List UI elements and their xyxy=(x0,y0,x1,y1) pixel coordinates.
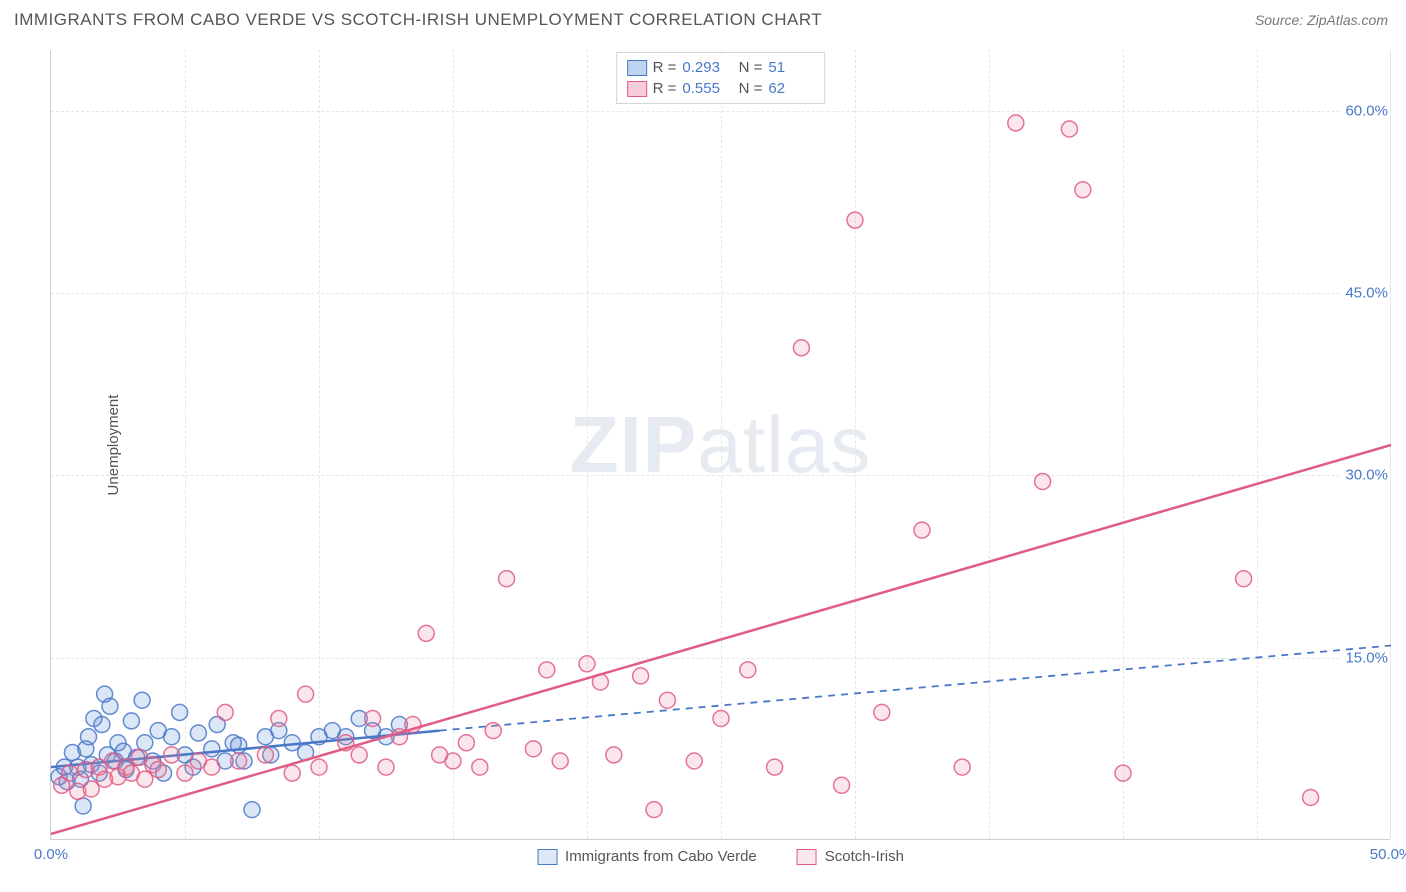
n-value: 51 xyxy=(768,59,814,76)
data-point xyxy=(834,777,850,793)
data-point xyxy=(633,668,649,684)
data-point xyxy=(231,753,247,769)
n-value: 62 xyxy=(768,80,814,97)
r-value: 0.293 xyxy=(682,59,728,76)
legend-swatch xyxy=(627,81,647,97)
data-point xyxy=(217,704,233,720)
chart-title: IMMIGRANTS FROM CABO VERDE VS SCOTCH-IRI… xyxy=(14,10,822,30)
x-tick-label: 0.0% xyxy=(34,846,68,863)
data-point xyxy=(847,212,863,228)
data-point xyxy=(1303,789,1319,805)
data-point xyxy=(1075,182,1091,198)
data-point xyxy=(150,762,166,778)
data-point xyxy=(499,571,515,587)
data-point xyxy=(659,692,675,708)
data-point xyxy=(134,692,150,708)
data-point xyxy=(646,802,662,818)
data-point xyxy=(1008,115,1024,131)
data-point xyxy=(552,753,568,769)
data-point xyxy=(271,710,287,726)
data-point xyxy=(740,662,756,678)
data-point xyxy=(1236,571,1252,587)
data-point xyxy=(62,765,78,781)
data-point xyxy=(1035,473,1051,489)
legend-swatch xyxy=(537,849,557,865)
data-point xyxy=(177,765,193,781)
correlation-legend: R = 0.293 N = 51R = 0.555 N = 62 xyxy=(616,52,826,104)
data-point xyxy=(525,741,541,757)
data-point xyxy=(94,717,110,733)
trend-line xyxy=(51,445,1391,834)
data-point xyxy=(102,698,118,714)
data-point xyxy=(83,781,99,797)
data-point xyxy=(445,753,461,769)
data-point xyxy=(75,798,91,814)
data-point xyxy=(204,759,220,775)
data-point xyxy=(767,759,783,775)
data-point xyxy=(311,759,327,775)
data-point xyxy=(472,759,488,775)
data-point xyxy=(204,741,220,757)
n-label: N = xyxy=(734,59,762,76)
data-point xyxy=(164,729,180,745)
data-point xyxy=(257,747,273,763)
data-point xyxy=(164,747,180,763)
data-point xyxy=(1061,121,1077,137)
r-label: R = xyxy=(653,80,677,97)
data-point xyxy=(418,625,434,641)
n-label: N = xyxy=(734,80,762,97)
series-name: Immigrants from Cabo Verde xyxy=(565,848,757,865)
r-value: 0.555 xyxy=(682,80,728,97)
data-point xyxy=(137,771,153,787)
series-legend-item: Immigrants from Cabo Verde xyxy=(537,848,757,865)
data-point xyxy=(914,522,930,538)
data-point xyxy=(123,713,139,729)
scatter-plot xyxy=(51,50,1390,839)
series-name: Scotch-Irish xyxy=(825,848,904,865)
data-point xyxy=(244,802,260,818)
series-legend: Immigrants from Cabo Verde Scotch-Irish xyxy=(537,848,904,865)
legend-row: R = 0.293 N = 51 xyxy=(627,57,815,78)
legend-row: R = 0.555 N = 62 xyxy=(627,78,815,99)
data-point xyxy=(378,759,394,775)
source-label: Source: ZipAtlas.com xyxy=(1255,12,1388,28)
data-point xyxy=(793,340,809,356)
data-point xyxy=(351,747,367,763)
data-point xyxy=(137,735,153,751)
chart-header: IMMIGRANTS FROM CABO VERDE VS SCOTCH-IRI… xyxy=(0,0,1406,36)
legend-swatch xyxy=(627,60,647,76)
data-point xyxy=(1115,765,1131,781)
data-point xyxy=(874,704,890,720)
x-tick-label: 50.0% xyxy=(1370,846,1406,863)
legend-swatch xyxy=(797,849,817,865)
data-point xyxy=(713,710,729,726)
r-label: R = xyxy=(653,59,677,76)
data-point xyxy=(365,710,381,726)
data-point xyxy=(686,753,702,769)
data-point xyxy=(190,725,206,741)
data-point xyxy=(81,729,97,745)
data-point xyxy=(485,723,501,739)
data-point xyxy=(284,765,300,781)
data-point xyxy=(579,656,595,672)
data-point xyxy=(172,704,188,720)
data-point xyxy=(539,662,555,678)
series-legend-item: Scotch-Irish xyxy=(797,848,904,865)
data-point xyxy=(298,686,314,702)
data-point xyxy=(458,735,474,751)
data-point xyxy=(954,759,970,775)
chart-plot-area: Unemployment ZIPatlas 15.0%30.0%45.0%60.… xyxy=(50,50,1390,840)
data-point xyxy=(606,747,622,763)
